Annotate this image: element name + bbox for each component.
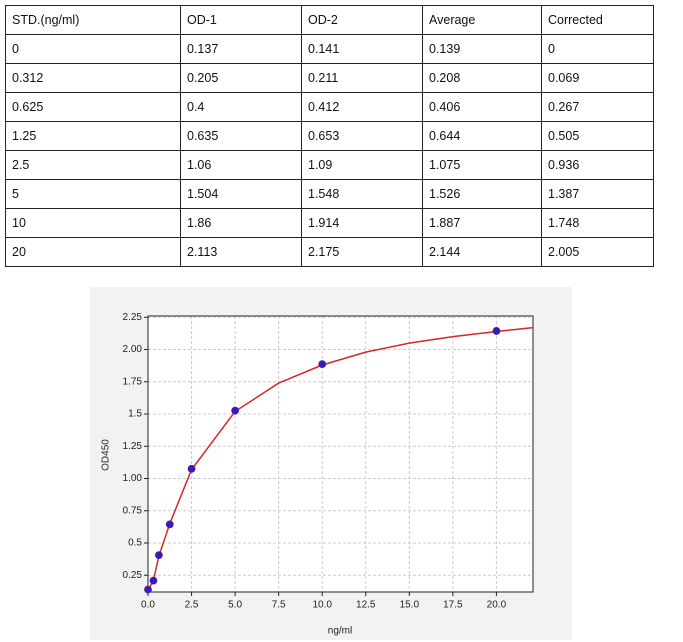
table-row: 1.25 0.635 0.653 0.644 0.505: [5, 121, 654, 151]
header-cell: Corrected: [541, 5, 654, 35]
table-row: 10 1.86 1.914 1.887 1.748: [5, 208, 654, 238]
data-point: [149, 576, 158, 585]
table-cell: 2.175: [301, 237, 423, 267]
header-cell: OD-1: [180, 5, 302, 35]
x-axis-label: ng/ml: [328, 626, 352, 637]
y-tick-label: 0.5: [128, 538, 142, 549]
y-tick-label: 2.25: [123, 312, 143, 323]
data-point: [187, 464, 196, 473]
table-row: 2.5 1.06 1.09 1.075 0.936: [5, 150, 654, 180]
table-row: 0.625 0.4 0.412 0.406 0.267: [5, 92, 654, 122]
table-cell: 1.748: [541, 208, 654, 238]
table-cell: 0.137: [180, 34, 302, 64]
x-tick-label: 20.0: [487, 600, 507, 611]
plot-frame: [147, 315, 534, 593]
x-tick-label: 0.0: [141, 600, 155, 611]
data-point: [144, 585, 152, 594]
y-tick-label: 1.5: [128, 409, 142, 420]
standards-table: STD.(ng/ml) OD-1 OD-2 Average Corrected 0 0.13…: [5, 5, 654, 267]
table-cell: 2.005: [541, 237, 654, 267]
y-tick-label: 1.00: [123, 473, 143, 484]
table-cell: 1.914: [301, 208, 423, 238]
table-cell: 0.406: [422, 92, 542, 122]
table-row: 0 0.137 0.141 0.139 0: [5, 34, 654, 64]
table-cell: 1.387: [541, 179, 654, 209]
x-tick-label: 2.5: [185, 600, 199, 611]
table-cell: 0.635: [180, 121, 302, 151]
plot-area: [148, 316, 533, 592]
table-cell: 0.644: [422, 121, 542, 151]
y-tick-label: 1.25: [123, 441, 143, 452]
table-row: 5 1.504 1.548 1.526 1.387: [5, 179, 654, 209]
x-tick-label: 7.5: [272, 600, 286, 611]
table-row: 20 2.113 2.175 2.144 2.005: [5, 237, 654, 267]
table-cell: 1.504: [180, 179, 302, 209]
data-point: [165, 520, 174, 529]
table-cell: 1.86: [180, 208, 302, 238]
x-tick-label: 12.5: [356, 600, 376, 611]
y-tick-label: 2.00: [123, 344, 143, 355]
table-body: STD.(ng/ml) OD-1 OD-2 Average Corrected 0 0.13…: [5, 5, 654, 267]
header-cell: Average: [422, 5, 542, 35]
data-point: [231, 406, 240, 415]
data-point: [154, 551, 163, 560]
y-tick-label: 1.75: [123, 376, 143, 387]
table-cell: 1.25: [5, 121, 181, 151]
x-tick-label: 17.5: [443, 600, 463, 611]
table-row: STD.(ng/ml) OD-1 OD-2 Average Corrected: [5, 5, 654, 35]
table-cell: 20: [5, 237, 181, 267]
x-tick-label: 5.0: [228, 600, 242, 611]
data-point: [318, 360, 327, 369]
table-cell: 10: [5, 208, 181, 238]
table-cell: 0.141: [301, 34, 423, 64]
y-tick-label: 0.75: [123, 505, 143, 516]
data-point: [492, 327, 501, 335]
table-cell: 2.144: [422, 237, 542, 267]
y-tick-label: 0.25: [123, 570, 143, 581]
x-tick-label: 15.0: [400, 600, 420, 611]
table-cell: 1.075: [422, 150, 542, 180]
table-cell: 0.208: [422, 63, 542, 93]
table-cell: 1.09: [301, 150, 423, 180]
table-cell: 0.936: [541, 150, 654, 180]
table-cell: 1.526: [422, 179, 542, 209]
x-tick-label: 10.0: [312, 600, 332, 611]
table-row: 0.312 0.205 0.211 0.208 0.069: [5, 63, 654, 93]
table-cell: 1.548: [301, 179, 423, 209]
table-cell: 0.312: [5, 63, 181, 93]
table-cell: 0.653: [301, 121, 423, 151]
header-cell: STD.(ng/ml): [5, 5, 181, 35]
table-cell: 2.113: [180, 237, 302, 267]
table-cell: 0.4: [180, 92, 302, 122]
y-axis-label: OD450: [101, 439, 112, 471]
